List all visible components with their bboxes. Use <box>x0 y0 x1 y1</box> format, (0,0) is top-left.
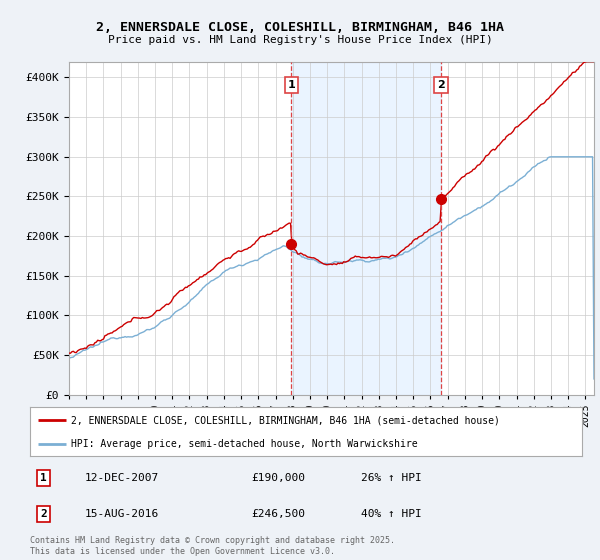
Text: 40% ↑ HPI: 40% ↑ HPI <box>361 509 422 519</box>
Text: 1: 1 <box>287 80 295 90</box>
Text: £246,500: £246,500 <box>251 509 305 519</box>
Text: 2, ENNERSDALE CLOSE, COLESHILL, BIRMINGHAM, B46 1HA (semi-detached house): 2, ENNERSDALE CLOSE, COLESHILL, BIRMINGH… <box>71 416 500 426</box>
Text: HPI: Average price, semi-detached house, North Warwickshire: HPI: Average price, semi-detached house,… <box>71 439 418 449</box>
Text: 15-AUG-2016: 15-AUG-2016 <box>85 509 160 519</box>
Text: 2: 2 <box>40 509 47 519</box>
Text: Price paid vs. HM Land Registry's House Price Index (HPI): Price paid vs. HM Land Registry's House … <box>107 35 493 45</box>
Text: 2: 2 <box>437 80 445 90</box>
Text: 26% ↑ HPI: 26% ↑ HPI <box>361 473 422 483</box>
Text: £190,000: £190,000 <box>251 473 305 483</box>
Bar <box>292 62 441 395</box>
Text: 1: 1 <box>40 473 47 483</box>
Text: Contains HM Land Registry data © Crown copyright and database right 2025.
This d: Contains HM Land Registry data © Crown c… <box>30 536 395 556</box>
Text: 12-DEC-2007: 12-DEC-2007 <box>85 473 160 483</box>
Text: 2, ENNERSDALE CLOSE, COLESHILL, BIRMINGHAM, B46 1HA: 2, ENNERSDALE CLOSE, COLESHILL, BIRMINGH… <box>96 21 504 34</box>
